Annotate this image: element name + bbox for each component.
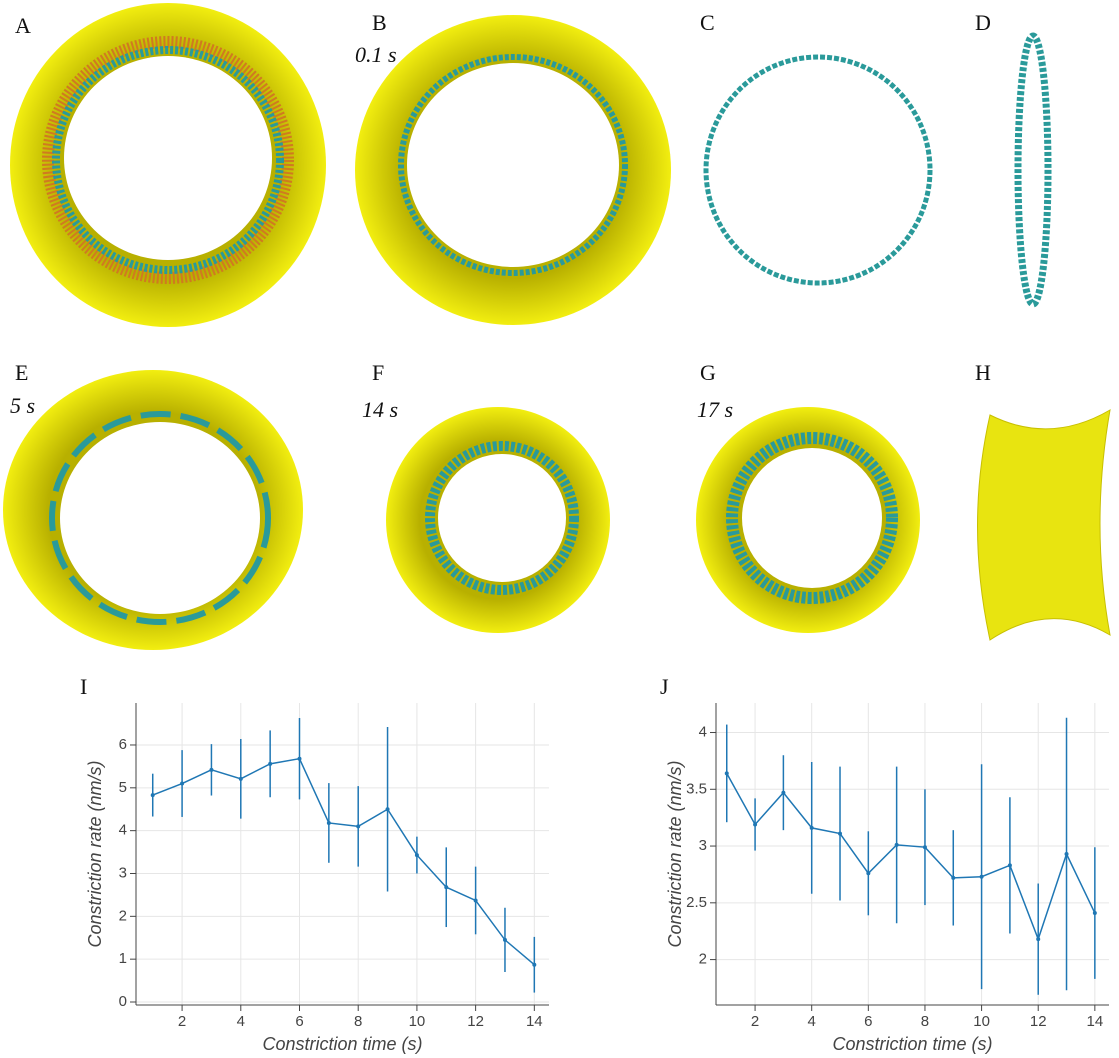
x-tick-label: 14 bbox=[526, 1013, 543, 1030]
y-axis-label: Constriction rate (nm/s) bbox=[665, 760, 685, 947]
x-tick-label: 8 bbox=[921, 1013, 929, 1030]
figure: A B 0.1 s C D E 5 s F 14 s G 17 s H I012… bbox=[0, 0, 1119, 1058]
ring-g bbox=[696, 407, 920, 633]
panel-label: E bbox=[15, 360, 28, 385]
ring-e bbox=[3, 370, 303, 650]
x-axis-label: Constriction time (s) bbox=[832, 1034, 992, 1054]
ring-f bbox=[386, 407, 610, 633]
y-tick-label: 3.5 bbox=[686, 780, 707, 797]
panel-label: J bbox=[660, 674, 669, 699]
panel-label: F bbox=[372, 360, 384, 385]
x-tick-label: 14 bbox=[1086, 1013, 1103, 1030]
y-tick-label: 5 bbox=[119, 779, 127, 796]
panel-label: G bbox=[700, 360, 716, 385]
ring-d bbox=[1018, 36, 1048, 304]
y-tick-label: 6 bbox=[119, 736, 127, 753]
y-tick-label: 0 bbox=[119, 993, 127, 1010]
tube-h bbox=[978, 410, 1111, 640]
panel-time: 14 s bbox=[362, 397, 398, 422]
x-tick-label: 10 bbox=[973, 1013, 990, 1030]
series-line bbox=[727, 773, 1095, 939]
x-tick-label: 10 bbox=[409, 1013, 426, 1030]
x-tick-label: 4 bbox=[808, 1013, 816, 1030]
y-tick-label: 4 bbox=[699, 723, 707, 740]
panel-time: 5 s bbox=[10, 393, 35, 418]
y-tick-label: 2 bbox=[699, 951, 707, 968]
x-tick-label: 6 bbox=[295, 1013, 303, 1030]
panel-label: I bbox=[80, 674, 87, 699]
y-tick-label: 2 bbox=[119, 907, 127, 924]
series-line bbox=[153, 759, 535, 965]
x-tick-label: 12 bbox=[1030, 1013, 1047, 1030]
x-tick-label: 8 bbox=[354, 1013, 362, 1030]
y-tick-label: 3 bbox=[699, 837, 707, 854]
panel-label: D bbox=[975, 10, 991, 35]
y-tick-label: 3 bbox=[119, 864, 127, 881]
ring-a bbox=[10, 3, 326, 327]
panel-time: 17 s bbox=[697, 397, 733, 422]
y-axis-label: Constriction rate (nm/s) bbox=[85, 760, 105, 947]
x-tick-label: 2 bbox=[751, 1013, 759, 1030]
y-tick-label: 1 bbox=[119, 950, 127, 967]
panel-time: 0.1 s bbox=[355, 42, 397, 67]
panel-label: A bbox=[15, 13, 31, 38]
panel-label: B bbox=[372, 10, 387, 35]
y-tick-label: 4 bbox=[119, 822, 127, 839]
panel-label: C bbox=[700, 10, 715, 35]
ring-c bbox=[706, 57, 930, 283]
y-tick-label: 2.5 bbox=[686, 894, 707, 911]
x-tick-label: 2 bbox=[178, 1013, 186, 1030]
x-axis-label: Constriction time (s) bbox=[262, 1034, 422, 1054]
x-tick-label: 4 bbox=[237, 1013, 245, 1030]
panel-label: H bbox=[975, 360, 991, 385]
x-tick-label: 12 bbox=[467, 1013, 484, 1030]
ring-b bbox=[355, 15, 671, 325]
x-tick-label: 6 bbox=[864, 1013, 872, 1030]
